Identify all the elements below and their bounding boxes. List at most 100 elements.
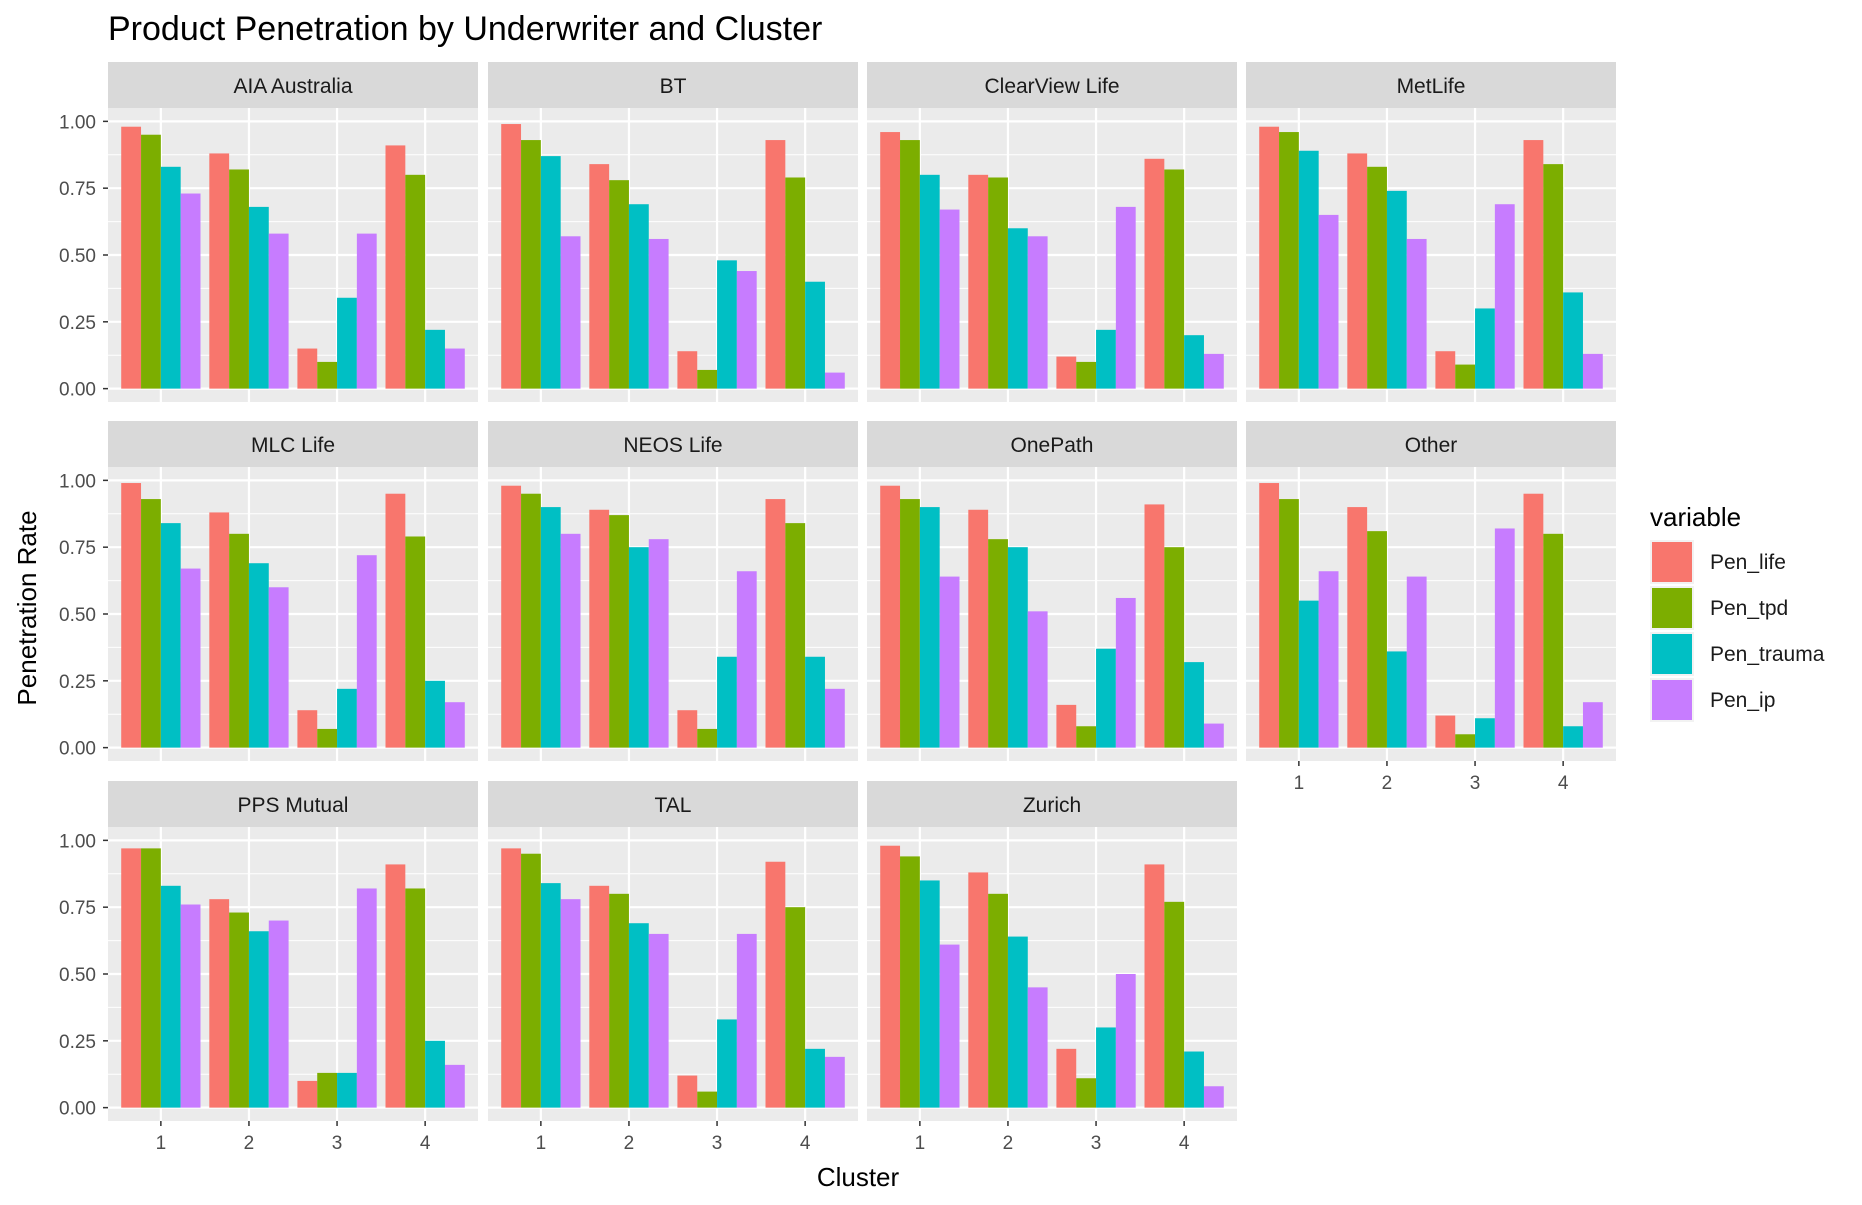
- bar-pen-ip-cluster-4: [1203, 353, 1224, 389]
- x-tick-label: 3: [332, 1133, 343, 1154]
- bar-pen-tpd-cluster-3: [1455, 364, 1476, 389]
- bar-pen-life-cluster-4: [1144, 158, 1165, 389]
- bar-pen-ip-cluster-4: [444, 702, 465, 748]
- bar-pen-trauma-cluster-3: [337, 1072, 357, 1108]
- bar-pen-trauma-cluster-2: [628, 547, 649, 748]
- x-axis-title: Cluster: [817, 1162, 900, 1192]
- bar-pen-tpd-cluster-4: [785, 177, 806, 389]
- panel-strip: [488, 781, 858, 827]
- bar-pen-life-cluster-1: [1259, 483, 1280, 748]
- bar-pen-ip-cluster-1: [560, 236, 581, 389]
- bar-pen-trauma-cluster-4: [1184, 662, 1204, 748]
- bar-pen-tpd-cluster-2: [1367, 531, 1387, 748]
- bar-pen-ip-cluster-3: [736, 933, 757, 1108]
- bar-pen-tpd-cluster-3: [1455, 734, 1476, 748]
- bar-pen-ip-cluster-1: [939, 944, 960, 1108]
- bar-pen-trauma-cluster-3: [1475, 718, 1495, 748]
- bar-pen-ip-cluster-1: [939, 209, 960, 389]
- bar-pen-trauma-cluster-4: [425, 1040, 445, 1108]
- panel-tal: TAL 1 2 3 4: [488, 781, 858, 1154]
- bar-pen-tpd-cluster-1: [521, 493, 541, 748]
- bar-pen-life-cluster-4: [765, 140, 786, 389]
- bar-pen-tpd-cluster-4: [785, 907, 806, 1108]
- panel-strip: [867, 421, 1237, 467]
- bar-pen-trauma-cluster-3: [337, 688, 357, 748]
- bar-pen-tpd-cluster-1: [141, 499, 161, 748]
- legend-swatch-pen-trauma: [1652, 634, 1692, 674]
- panel-strip: [867, 62, 1237, 108]
- bar-pen-tpd-cluster-1: [900, 140, 920, 389]
- legend-title: variable: [1650, 502, 1741, 532]
- bar-pen-trauma-cluster-2: [248, 931, 269, 1108]
- y-tick-label: 0.00: [59, 1099, 96, 1120]
- y-tick-label: 0.25: [59, 1032, 96, 1053]
- bar-pen-tpd-cluster-4: [405, 174, 426, 389]
- bar-pen-trauma-cluster-2: [248, 206, 269, 389]
- panel-strip: [108, 421, 478, 467]
- legend-item-pen-tpd: Pen_tpd: [1650, 586, 1788, 630]
- bar-pen-trauma-cluster-2: [1386, 651, 1407, 748]
- bar-pen-ip-cluster-2: [1406, 576, 1427, 748]
- bar-pen-ip-cluster-3: [356, 888, 377, 1108]
- bar-pen-life-cluster-2: [589, 164, 610, 389]
- bar-pen-ip-cluster-4: [444, 348, 465, 389]
- legend-items: Pen_life Pen_tpd Pen_trauma Pen_ip: [1650, 540, 1825, 722]
- bar-pen-trauma-cluster-1: [540, 883, 561, 1108]
- y-tick-label: 0.75: [59, 538, 96, 559]
- bar-pen-life-cluster-3: [1435, 715, 1456, 748]
- x-tick-label: 1: [1294, 773, 1305, 794]
- bar-pen-ip-cluster-2: [648, 238, 669, 389]
- bar-pen-trauma-cluster-3: [1475, 308, 1495, 389]
- bar-pen-trauma-cluster-4: [805, 1048, 825, 1108]
- bar-pen-ip-cluster-1: [1318, 571, 1339, 748]
- bar-pen-trauma-cluster-2: [1386, 190, 1407, 389]
- bar-pen-ip-cluster-2: [1027, 987, 1048, 1108]
- bar-pen-tpd-cluster-3: [697, 369, 718, 389]
- bar-pen-life-cluster-2: [209, 899, 230, 1108]
- bar-pen-life-cluster-2: [968, 509, 989, 748]
- x-tick-label: 4: [1179, 1133, 1190, 1154]
- bar-pen-life-cluster-1: [121, 483, 142, 748]
- y-tick-label: 0.75: [59, 898, 96, 919]
- bar-pen-ip-cluster-1: [939, 576, 960, 748]
- bar-pen-ip-cluster-2: [268, 233, 289, 389]
- bar-pen-ip-cluster-2: [1027, 611, 1048, 748]
- bar-pen-tpd-cluster-1: [900, 856, 920, 1108]
- panel-strip: [488, 62, 858, 108]
- bar-pen-ip-cluster-4: [1582, 702, 1603, 748]
- bar-pen-tpd-cluster-4: [1164, 901, 1185, 1108]
- panel-strip: [488, 421, 858, 467]
- bar-pen-ip-cluster-4: [824, 688, 845, 748]
- panel-clearview-life: ClearView Life: [867, 62, 1237, 402]
- x-tick-label: 1: [156, 1133, 167, 1154]
- bar-pen-life-cluster-4: [1144, 504, 1165, 748]
- legend-label-pen-life: Pen_life: [1710, 551, 1786, 574]
- panel-strip-label: MLC Life: [251, 434, 335, 457]
- panel-strip: [1246, 421, 1616, 467]
- bar-pen-trauma-cluster-4: [1184, 335, 1204, 389]
- bar-pen-trauma-cluster-3: [1096, 1027, 1116, 1108]
- panel-other: Other 1 2 3 4: [1246, 421, 1616, 794]
- legend-item-pen-life: Pen_life: [1650, 540, 1786, 584]
- bar-pen-life-cluster-1: [880, 845, 901, 1108]
- bar-pen-trauma-cluster-4: [805, 281, 825, 389]
- legend-label-pen-ip: Pen_ip: [1710, 689, 1775, 712]
- bar-pen-ip-cluster-2: [268, 920, 289, 1108]
- x-tick-label: 4: [1558, 773, 1569, 794]
- bar-pen-tpd-cluster-2: [229, 169, 249, 389]
- bar-pen-tpd-cluster-1: [141, 134, 161, 389]
- x-tick-label: 2: [244, 1133, 255, 1154]
- panel-bt: BT: [488, 62, 858, 402]
- legend-item-pen-ip: Pen_ip: [1650, 678, 1775, 722]
- bar-pen-life-cluster-4: [385, 864, 406, 1108]
- bar-pen-ip-cluster-3: [1494, 528, 1515, 748]
- y-tick-label: 0.25: [59, 313, 96, 334]
- bar-pen-life-cluster-2: [968, 174, 989, 389]
- panel-strip-label: ClearView Life: [984, 75, 1119, 98]
- legend-swatch-pen-ip: [1652, 680, 1692, 720]
- bar-pen-life-cluster-1: [501, 485, 522, 748]
- bar-pen-life-cluster-3: [677, 1075, 698, 1108]
- bar-pen-trauma-cluster-2: [628, 204, 649, 389]
- bar-pen-ip-cluster-1: [1318, 214, 1339, 389]
